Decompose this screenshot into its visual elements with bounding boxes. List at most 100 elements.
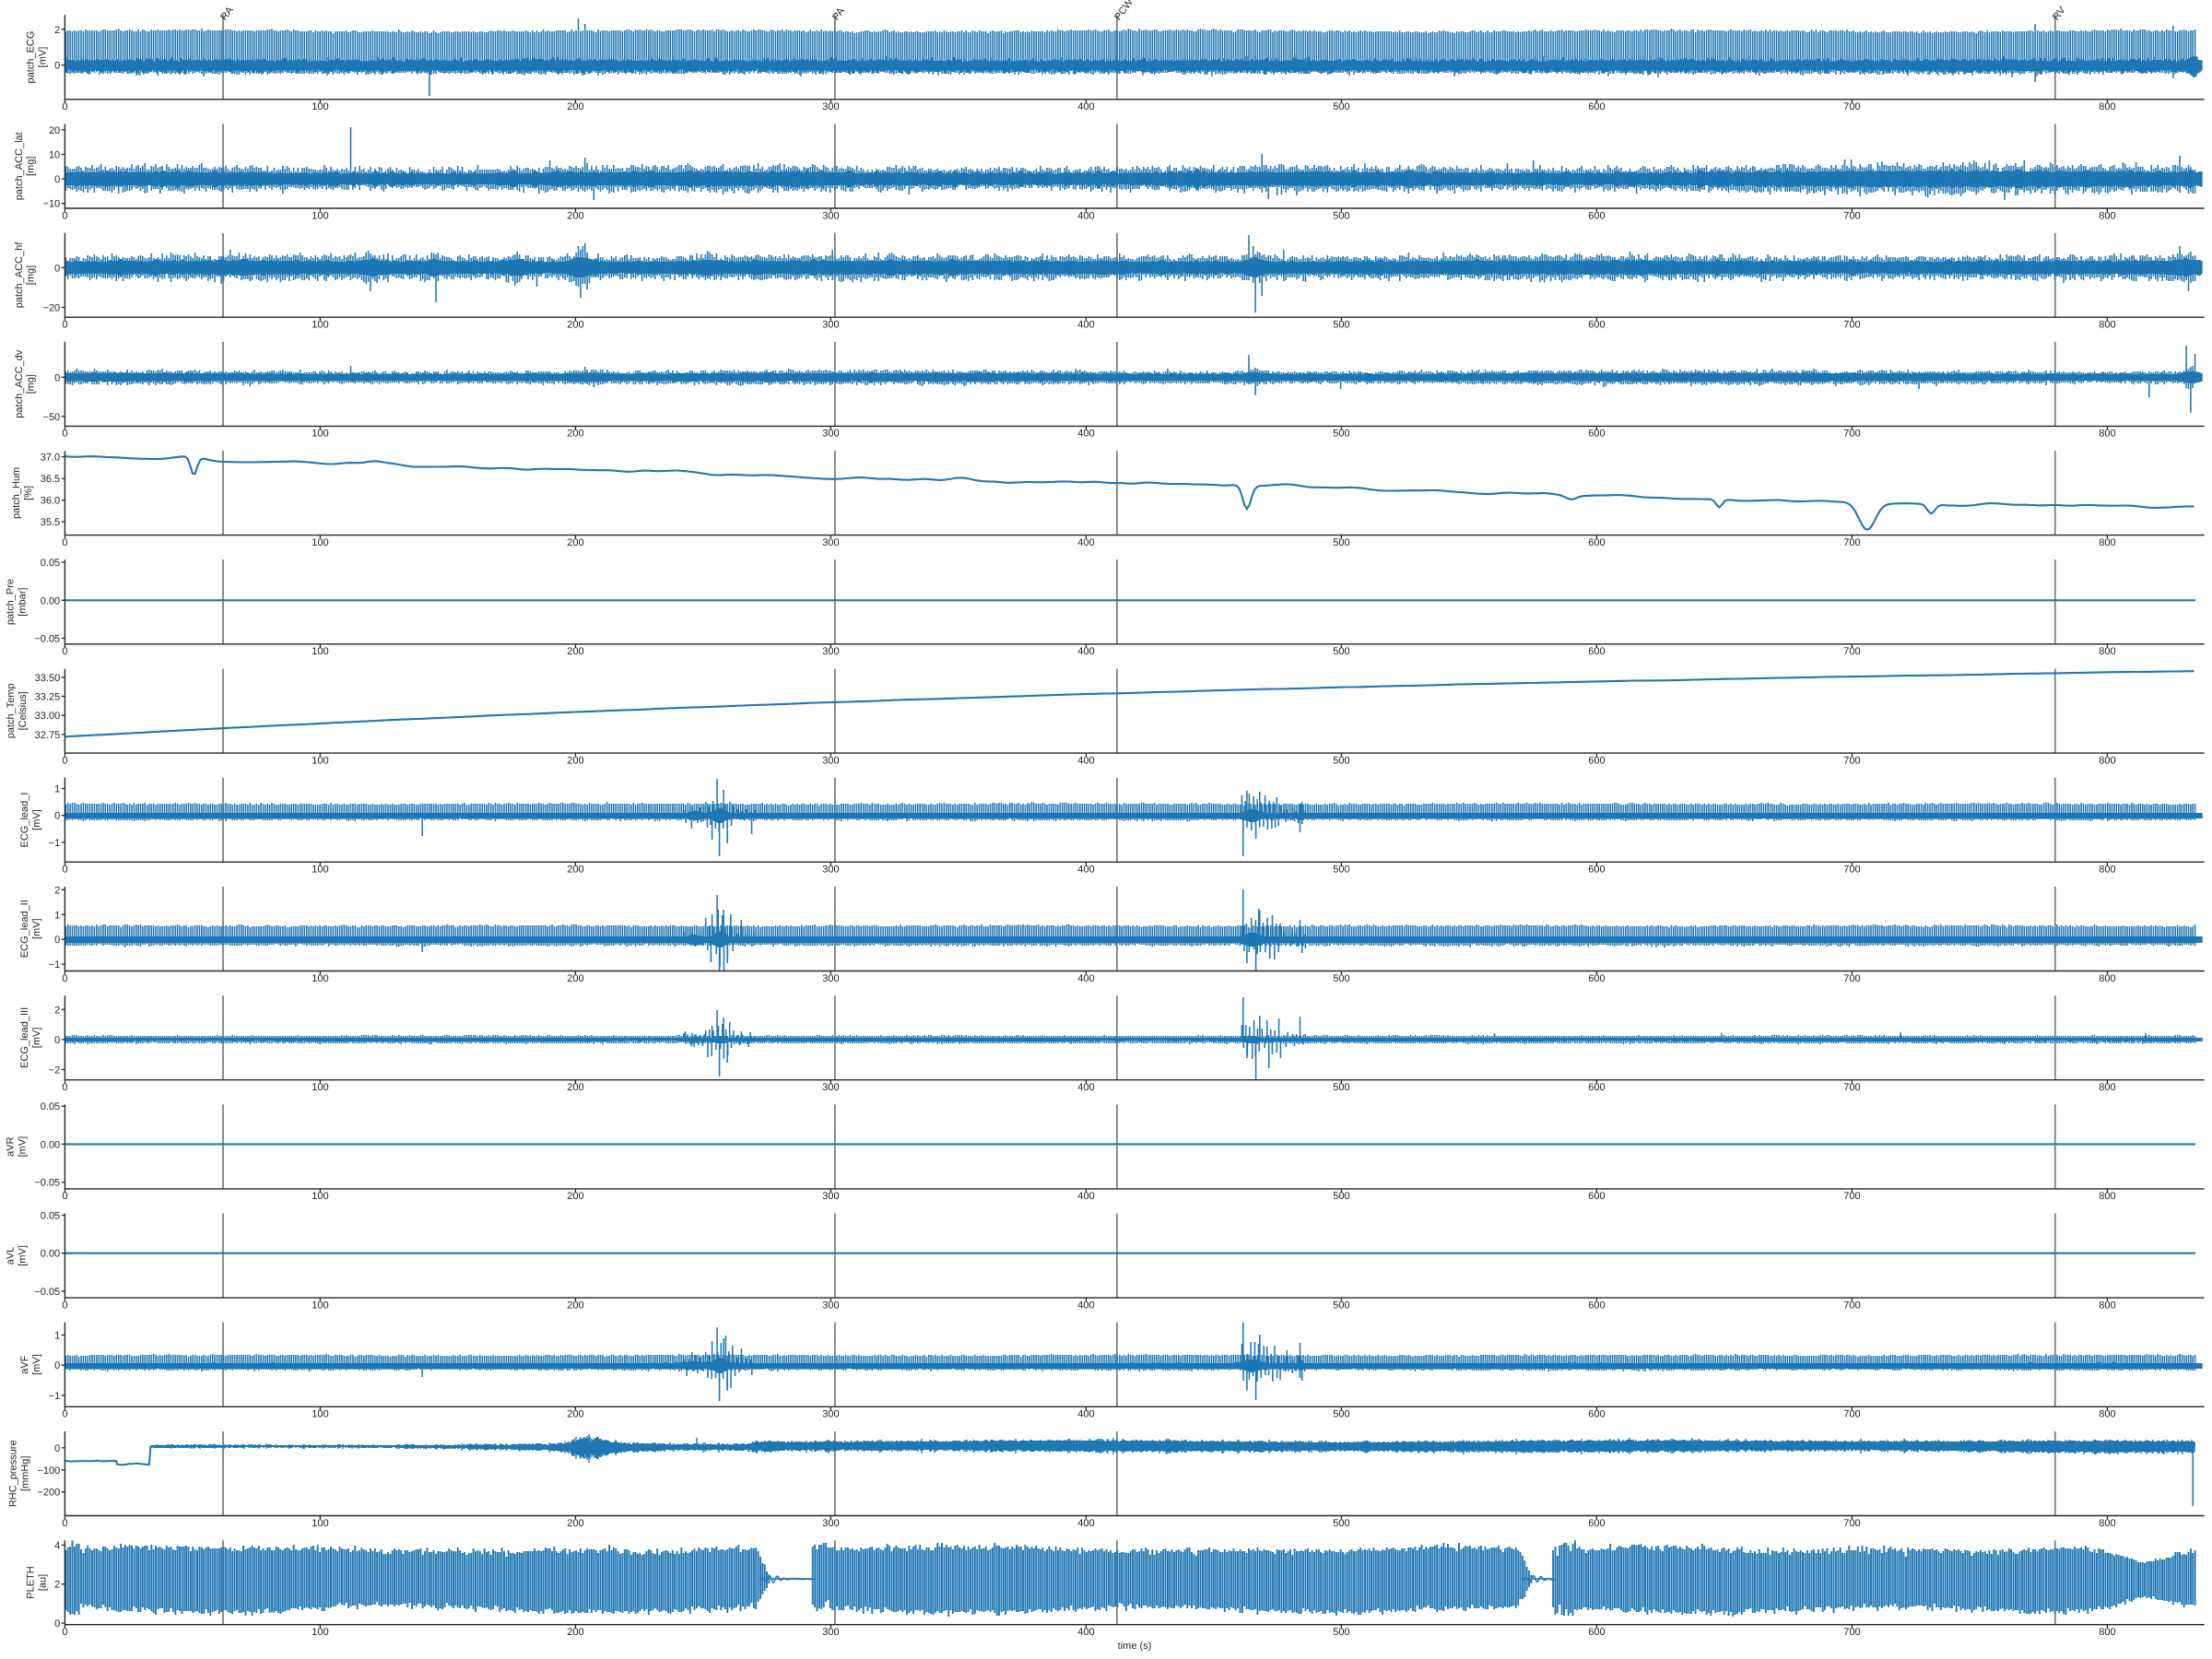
svg-text:100: 100 [312,1627,328,1638]
svg-text:500: 500 [1333,1300,1349,1311]
svg-text:0: 0 [62,1627,67,1638]
svg-text:0: 0 [62,646,67,657]
svg-text:0.00: 0.00 [41,1249,60,1260]
svg-text:600: 600 [1588,320,1605,331]
svg-text:400: 400 [1077,646,1094,657]
svg-text:600: 600 [1588,1082,1605,1093]
svg-text:[mV]: [mV] [37,47,48,68]
svg-text:100: 100 [312,865,328,876]
svg-text:1: 1 [54,784,60,795]
svg-text:ECG_lead_II: ECG_lead_II [19,900,30,958]
svg-text:−50: −50 [43,412,61,423]
svg-text:700: 700 [1843,537,1860,548]
svg-text:33.50: 33.50 [35,673,61,684]
svg-text:[mV]: [mV] [31,1354,42,1375]
svg-text:700: 700 [1843,865,1860,876]
svg-text:800: 800 [2099,537,2115,548]
svg-text:700: 700 [1843,1300,1860,1311]
svg-text:800: 800 [2099,1409,2115,1420]
svg-text:[mbar]: [mbar] [18,588,29,617]
svg-text:500: 500 [1333,210,1349,221]
svg-text:800: 800 [2099,1300,2115,1311]
svg-text:300: 300 [822,537,839,548]
svg-text:800: 800 [2099,1518,2115,1529]
svg-text:0: 0 [62,210,67,221]
svg-text:[Celsius]: [Celsius] [18,691,29,730]
svg-text:100: 100 [312,755,328,766]
svg-text:aVL: aVL [6,1247,17,1265]
svg-text:ECG_lead_III: ECG_lead_III [19,1007,30,1068]
svg-text:0: 0 [54,372,60,383]
svg-text:4: 4 [54,1540,60,1551]
svg-text:200: 200 [567,1518,583,1529]
svg-text:500: 500 [1333,755,1349,766]
svg-text:200: 200 [567,865,583,876]
svg-text:0: 0 [62,537,67,548]
svg-text:500: 500 [1333,537,1349,548]
svg-text:300: 300 [822,101,839,112]
svg-text:−1: −1 [49,1391,61,1402]
svg-text:33.25: 33.25 [35,692,61,703]
svg-text:[mg]: [mg] [26,157,37,176]
svg-text:35.5: 35.5 [41,517,60,528]
svg-text:800: 800 [2099,1082,2115,1093]
svg-text:600: 600 [1588,210,1605,221]
svg-text:500: 500 [1333,865,1349,876]
svg-text:−1: −1 [49,959,61,971]
svg-text:300: 300 [822,973,839,984]
svg-text:aVF: aVF [19,1355,30,1373]
svg-text:0: 0 [62,755,67,766]
svg-text:0: 0 [54,1360,60,1371]
svg-text:[mV]: [mV] [18,1136,29,1158]
svg-text:200: 200 [567,210,583,221]
svg-text:−10: −10 [43,199,61,210]
svg-text:0.05: 0.05 [41,1211,60,1222]
svg-text:patch_ACC_lat: patch_ACC_lat [14,132,25,200]
svg-text:300: 300 [822,320,839,331]
svg-text:[au]: [au] [37,1574,48,1591]
svg-text:aVR: aVR [6,1136,17,1156]
svg-text:300: 300 [822,429,839,440]
svg-text:500: 500 [1333,1191,1349,1202]
svg-text:−1: −1 [49,838,61,849]
svg-text:200: 200 [567,973,583,984]
svg-text:400: 400 [1077,210,1094,221]
svg-text:patch_Hum: patch_Hum [11,467,22,519]
svg-text:0: 0 [54,263,60,274]
svg-text:100: 100 [312,1082,328,1093]
svg-text:800: 800 [2099,101,2115,112]
svg-text:0: 0 [54,1443,60,1454]
svg-text:200: 200 [567,1627,583,1638]
svg-text:400: 400 [1077,1627,1094,1638]
svg-text:0.00: 0.00 [41,1139,60,1150]
svg-text:0: 0 [62,320,67,331]
svg-text:500: 500 [1333,429,1349,440]
svg-text:200: 200 [567,101,583,112]
svg-text:300: 300 [822,755,839,766]
svg-text:700: 700 [1843,1191,1860,1202]
svg-text:600: 600 [1588,1518,1605,1529]
svg-text:37.0: 37.0 [41,453,60,464]
svg-text:200: 200 [567,1409,583,1420]
svg-text:300: 300 [822,1300,839,1311]
svg-text:100: 100 [312,429,328,440]
svg-text:100: 100 [312,1518,328,1529]
svg-text:−0.05: −0.05 [34,634,60,645]
svg-text:200: 200 [567,1300,583,1311]
svg-text:RHC_pressure: RHC_pressure [8,1440,19,1507]
svg-text:400: 400 [1077,320,1094,331]
svg-text:300: 300 [822,646,839,657]
svg-text:600: 600 [1588,1191,1605,1202]
svg-text:600: 600 [1588,1300,1605,1311]
svg-text:0: 0 [54,1035,60,1046]
svg-text:2: 2 [54,1005,60,1016]
svg-text:0: 0 [62,1409,67,1420]
svg-text:patch_ECG: patch_ECG [25,31,36,84]
svg-text:200: 200 [567,320,583,331]
svg-text:500: 500 [1333,320,1349,331]
svg-text:10: 10 [49,150,60,161]
svg-text:patch_ACC_dv: patch_ACC_dv [14,349,25,418]
svg-text:700: 700 [1843,101,1860,112]
svg-text:0.00: 0.00 [41,595,60,606]
svg-text:700: 700 [1843,646,1860,657]
